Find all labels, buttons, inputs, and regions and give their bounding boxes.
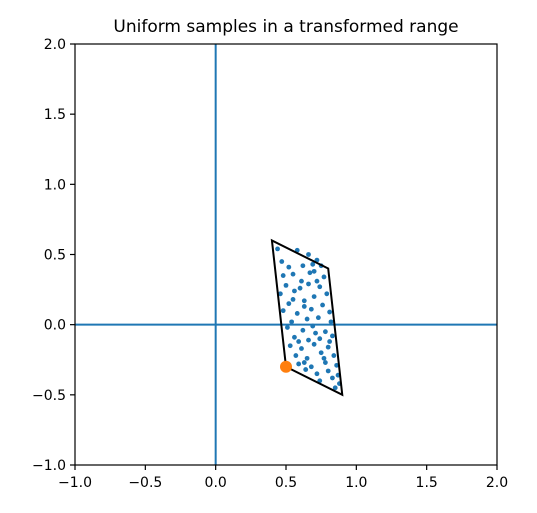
sample-point-61: [302, 304, 307, 309]
x-tick-label-2: 0.0: [205, 475, 227, 491]
sample-point-22: [302, 298, 307, 303]
sample-point-48: [296, 362, 301, 367]
sample-point-12: [322, 275, 327, 280]
sample-point-26: [309, 307, 314, 312]
sample-point-1: [279, 259, 284, 264]
sample-point-37: [306, 338, 311, 343]
sample-point-46: [319, 350, 324, 355]
sample-point-4: [306, 252, 311, 257]
sample-point-39: [330, 333, 335, 338]
sample-point-43: [326, 345, 331, 350]
sample-point-40: [288, 343, 293, 348]
sample-point-30: [316, 315, 321, 320]
sample-point-44: [293, 353, 298, 358]
sample-point-63: [296, 339, 301, 344]
sample-point-54: [326, 369, 331, 374]
sample-point-21: [286, 301, 291, 306]
y-tick-label-6: 2.0: [44, 37, 66, 53]
x-tick-label-1: −0.5: [128, 475, 162, 491]
sample-point-18: [292, 289, 297, 294]
x-tick-label-3: 0.5: [275, 475, 297, 491]
sample-point-33: [300, 328, 305, 333]
y-tick-label-1: −0.5: [32, 388, 66, 404]
sample-point-27: [327, 310, 332, 315]
x-tick-label-0: −1.0: [58, 475, 92, 491]
sample-point-49: [309, 364, 314, 369]
sample-point-28: [289, 319, 294, 324]
sample-point-9: [281, 273, 286, 278]
sample-point-64: [322, 356, 327, 361]
sample-point-38: [317, 336, 322, 341]
sample-point-67: [313, 331, 318, 336]
sample-point-42: [312, 342, 317, 347]
sample-point-36: [292, 335, 297, 340]
sample-point-57: [330, 376, 335, 381]
origin-point: [280, 361, 292, 373]
sample-point-62: [315, 279, 320, 284]
chart-title: Uniform samples in a transformed range: [113, 17, 458, 37]
sample-point-25: [295, 311, 300, 316]
sample-point-0: [275, 246, 280, 251]
sample-point-66: [291, 297, 296, 302]
x-tick-label-6: 2.0: [486, 475, 508, 491]
sample-point-53: [315, 371, 320, 376]
y-tick-label-4: 1.0: [44, 177, 66, 193]
sample-point-13: [284, 283, 289, 288]
sample-point-52: [303, 367, 308, 372]
sample-point-19: [312, 294, 317, 299]
y-tick-label-2: 0.0: [44, 318, 66, 334]
sample-point-45: [305, 356, 310, 361]
y-tick-label-5: 1.5: [44, 107, 66, 123]
sample-point-16: [317, 284, 322, 289]
sample-point-14: [299, 279, 304, 284]
sample-point-50: [323, 360, 328, 365]
sample-point-24: [281, 308, 286, 313]
sample-point-69: [327, 339, 332, 344]
y-tick-label-0: −1.0: [32, 458, 66, 474]
sample-point-31: [329, 319, 334, 324]
sample-point-68: [302, 360, 307, 365]
sample-point-11: [312, 269, 317, 274]
sample-point-23: [320, 303, 325, 308]
sample-point-65: [308, 270, 313, 275]
y-tick-label-3: 0.5: [44, 248, 66, 264]
sample-point-10: [291, 272, 296, 277]
x-tick-label-4: 1.0: [345, 475, 367, 491]
sample-point-15: [306, 282, 311, 287]
sample-point-20: [324, 291, 329, 296]
sample-point-6: [300, 263, 305, 268]
x-tick-label-5: 1.5: [416, 475, 438, 491]
sample-point-60: [298, 286, 303, 291]
sample-point-47: [331, 353, 336, 358]
sample-point-34: [310, 324, 315, 329]
sample-point-32: [285, 325, 290, 330]
sample-point-35: [323, 329, 328, 334]
sample-point-2: [286, 265, 291, 270]
sample-point-41: [299, 346, 304, 351]
sample-point-29: [305, 317, 310, 322]
